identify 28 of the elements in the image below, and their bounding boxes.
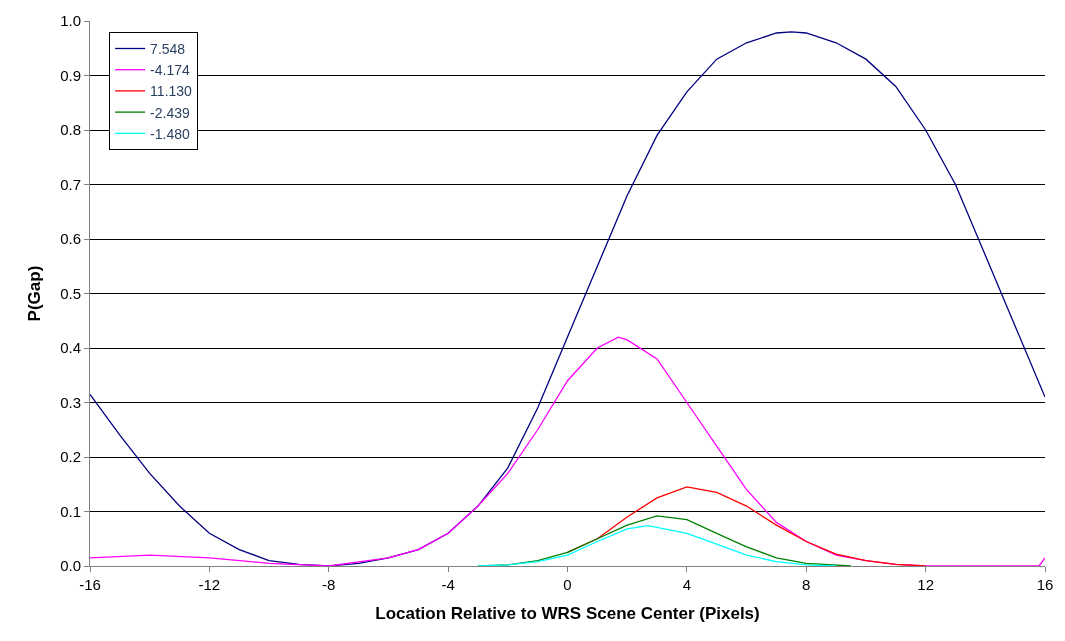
line-series bbox=[477, 525, 837, 566]
x-tick-label: -4 bbox=[441, 576, 455, 593]
y-tick-label: 0.2 bbox=[60, 448, 81, 466]
y-axis-title: P(Gap) bbox=[24, 265, 44, 322]
x-tick-label: 8 bbox=[802, 576, 811, 593]
x-tick-label: 0 bbox=[563, 576, 572, 593]
legend-label: -1.480 bbox=[150, 125, 191, 142]
y-tick-label: 0.8 bbox=[60, 121, 81, 139]
y-tick-label: 0.4 bbox=[60, 339, 81, 357]
y-tick-label: 0.0 bbox=[60, 557, 81, 575]
x-tick-label: -12 bbox=[198, 576, 221, 593]
legend-label: 7.548 bbox=[150, 40, 186, 57]
legend-label: -2.439 bbox=[150, 104, 191, 121]
x-tick-label: 12 bbox=[917, 576, 934, 593]
x-axis-title: Location Relative to WRS Scene Center (Pixels) bbox=[375, 604, 760, 624]
x-tick-label: 16 bbox=[1036, 576, 1054, 593]
x-tick-label: -8 bbox=[322, 576, 336, 593]
y-tick-label: 0.1 bbox=[60, 502, 81, 520]
y-tick-label: 0.6 bbox=[60, 230, 81, 248]
legend-label: 11.130 bbox=[150, 83, 193, 100]
y-tick-label: 1.0 bbox=[60, 12, 81, 30]
y-tick-label: 0.5 bbox=[60, 284, 81, 302]
x-tick-label: -16 bbox=[79, 576, 101, 593]
legend-label: -4.174 bbox=[150, 62, 191, 79]
y-tick-label: 0.3 bbox=[60, 393, 81, 411]
y-tick-label: 0.7 bbox=[60, 175, 81, 193]
x-tick-label: 4 bbox=[682, 576, 692, 593]
y-tick-label: 0.9 bbox=[60, 66, 81, 84]
